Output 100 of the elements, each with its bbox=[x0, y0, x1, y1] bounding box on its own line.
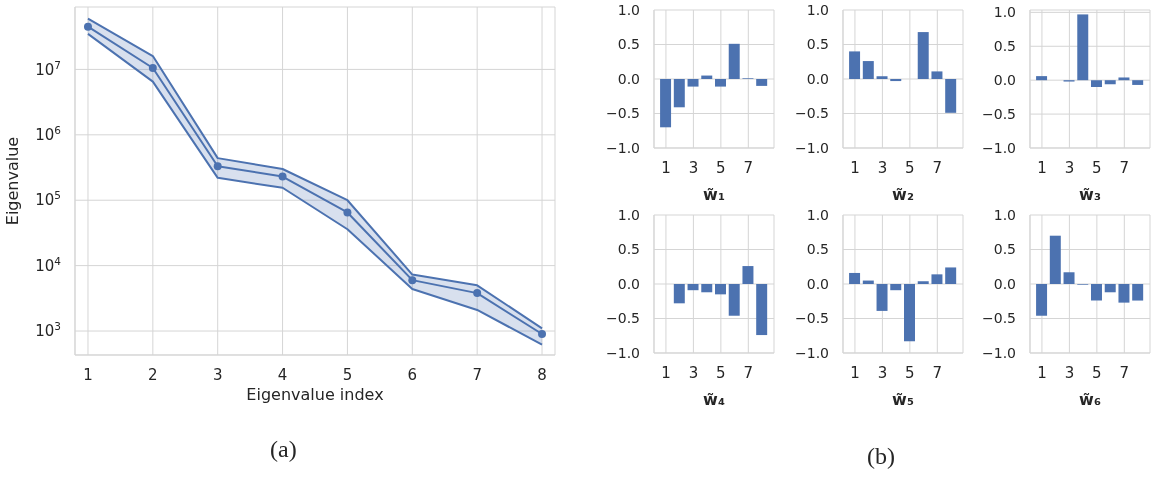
y-tick-label: 0.0 bbox=[617, 70, 640, 87]
y-tick-label: 10$^{3}$ bbox=[35, 320, 61, 341]
x-tick-label: 3 bbox=[1064, 363, 1075, 382]
x-tick-label: 1 bbox=[850, 363, 860, 382]
y-tick-label: −1.0 bbox=[795, 139, 829, 156]
y-tick-label: 0.5 bbox=[806, 36, 829, 53]
bar bbox=[890, 284, 902, 291]
bar bbox=[715, 79, 726, 87]
bar bbox=[1049, 235, 1061, 284]
y-tick-label: 0.0 bbox=[993, 72, 1016, 89]
x-tick-label: 1 bbox=[661, 363, 671, 382]
y-tick-label: 0.5 bbox=[617, 241, 640, 258]
point bbox=[83, 22, 92, 31]
y-tick-label: 10$^{7}$ bbox=[35, 58, 61, 79]
y-tick-label: 1.0 bbox=[617, 1, 640, 18]
x-tick-label: 7 bbox=[743, 363, 754, 382]
bar bbox=[849, 272, 861, 284]
bar bbox=[1091, 284, 1102, 301]
y-tick-label: 1.0 bbox=[993, 4, 1016, 21]
bar bbox=[904, 284, 915, 342]
bar bbox=[945, 267, 957, 284]
y-tick-label: 0.5 bbox=[617, 36, 640, 53]
y-tick-label: −1.0 bbox=[795, 344, 829, 361]
x-tick-label: 3 bbox=[877, 363, 888, 382]
bar bbox=[849, 51, 861, 79]
y-tick-label: 1.0 bbox=[993, 206, 1016, 223]
x-tick-label: 7 bbox=[932, 158, 943, 177]
y-tick-label: 1.0 bbox=[806, 1, 829, 18]
y-tick-label: −0.5 bbox=[606, 105, 640, 122]
y-tick-label: −1.0 bbox=[606, 139, 640, 156]
bar bbox=[1132, 80, 1144, 85]
bar bbox=[673, 79, 685, 108]
x-tick-label: 3 bbox=[688, 158, 699, 177]
bar bbox=[687, 79, 699, 87]
x-tick-label: 5 bbox=[716, 363, 726, 382]
x-tick-label: 3 bbox=[1064, 158, 1075, 177]
x-tick-label: 5 bbox=[342, 365, 353, 384]
y-tick-label: 1.0 bbox=[617, 206, 640, 223]
bar bbox=[1104, 284, 1116, 293]
x-tick-label: 5 bbox=[1092, 158, 1102, 177]
point bbox=[408, 276, 417, 285]
point bbox=[213, 162, 222, 171]
text: (a) bbox=[270, 436, 297, 463]
bar bbox=[917, 281, 929, 284]
point bbox=[278, 172, 287, 181]
point bbox=[343, 208, 352, 217]
x-tick-label: 1 bbox=[850, 158, 860, 177]
x-tick-label: 4 bbox=[277, 365, 288, 384]
y-tick-label: −1.0 bbox=[606, 344, 640, 361]
y-tick-label: 0.0 bbox=[806, 275, 829, 292]
bar bbox=[1104, 80, 1116, 85]
x-tick-label: 1 bbox=[83, 365, 93, 384]
y-tick-label: −1.0 bbox=[982, 139, 1016, 156]
bar bbox=[931, 274, 943, 284]
x-tick-label: 5 bbox=[905, 158, 915, 177]
point bbox=[473, 289, 482, 298]
x-tick-label: 5 bbox=[716, 158, 726, 177]
x-tick-label: 7 bbox=[932, 363, 943, 382]
y-tick-label: 0.5 bbox=[993, 241, 1016, 258]
y-tick-label: 1.0 bbox=[806, 206, 829, 223]
bar bbox=[1036, 284, 1048, 316]
x-tick-label: 7 bbox=[1119, 158, 1130, 177]
x-tick-label: 3 bbox=[877, 158, 888, 177]
bar bbox=[1118, 284, 1130, 303]
x-axis-title: w̃₁ bbox=[703, 185, 725, 204]
x-tick-label: 2 bbox=[148, 365, 158, 384]
bar bbox=[876, 284, 888, 311]
y-tick-label: −1.0 bbox=[982, 344, 1016, 361]
bar bbox=[917, 32, 929, 79]
y-tick-label: −0.5 bbox=[982, 310, 1016, 327]
text: (b) bbox=[867, 443, 895, 470]
x-tick-label: 7 bbox=[743, 158, 754, 177]
y-tick-label: 0.0 bbox=[993, 275, 1016, 292]
x-tick-label: 1 bbox=[1037, 158, 1047, 177]
y-tick-label: 10$^{5}$ bbox=[35, 189, 61, 210]
y-tick-label: 10$^{6}$ bbox=[35, 124, 62, 145]
bar bbox=[890, 79, 902, 82]
x-tick-label: 7 bbox=[472, 365, 482, 384]
y-tick-label: −0.5 bbox=[795, 310, 829, 327]
y-tick-label: −0.5 bbox=[606, 310, 640, 327]
y-tick-label: 0.0 bbox=[617, 275, 640, 292]
bar bbox=[1118, 77, 1130, 81]
bar bbox=[1077, 14, 1089, 81]
y-tick-label: 0.0 bbox=[806, 70, 829, 87]
bar bbox=[876, 76, 888, 79]
bar bbox=[1036, 76, 1048, 81]
x-axis-title: Eigenvalue index bbox=[246, 385, 384, 404]
bar bbox=[1063, 272, 1075, 284]
y-tick-label: 0.5 bbox=[993, 38, 1016, 55]
y-tick-label: 0.5 bbox=[806, 241, 829, 258]
point bbox=[538, 330, 547, 339]
bar bbox=[1091, 80, 1102, 87]
x-tick-label: 6 bbox=[407, 365, 418, 384]
x-tick-label: 5 bbox=[905, 363, 915, 382]
x-axis-title: w̃₂ bbox=[892, 185, 914, 204]
x-tick-label: 5 bbox=[1092, 363, 1102, 382]
x-tick-label: 7 bbox=[1119, 363, 1130, 382]
bar bbox=[728, 43, 740, 79]
bar bbox=[945, 79, 957, 113]
bar bbox=[756, 79, 768, 86]
